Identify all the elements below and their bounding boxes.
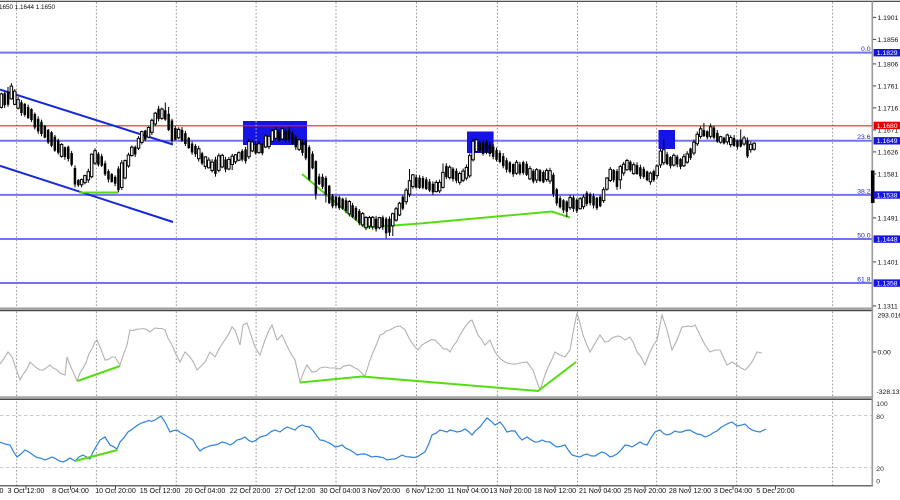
svg-text:3 Nov 20:00: 3 Nov 20:00 <box>362 487 400 495</box>
svg-text:28 Nov 12:00: 28 Nov 12:00 <box>669 487 711 495</box>
svg-text:0: 0 <box>876 479 880 486</box>
svg-text:1.1581: 1.1581 <box>878 171 899 178</box>
svg-text:100: 100 <box>876 401 888 408</box>
svg-text:27 Oct 12:00: 27 Oct 12:00 <box>275 487 316 495</box>
svg-text:1.1829: 1.1829 <box>877 50 898 57</box>
svg-text:1.1401: 1.1401 <box>878 259 899 266</box>
svg-text:1.1716: 1.1716 <box>878 105 899 112</box>
svg-text:13 Nov 20:00: 13 Nov 20:00 <box>489 487 531 495</box>
svg-text:80: 80 <box>876 414 884 421</box>
svg-text:1.1358: 1.1358 <box>877 281 898 288</box>
svg-text:1.1538: 1.1538 <box>877 192 898 199</box>
svg-text:18 Nov 12:00: 18 Nov 12:00 <box>534 487 576 495</box>
svg-text:1.1448: 1.1448 <box>877 237 898 244</box>
svg-text:38.2: 38.2 <box>857 188 870 195</box>
svg-text:23.6: 23.6 <box>857 134 870 141</box>
svg-text:0: 0 <box>0 487 4 495</box>
svg-text:1650 1.1644 1.1650: 1650 1.1644 1.1650 <box>0 4 56 11</box>
svg-text:1.1491: 1.1491 <box>878 215 899 222</box>
svg-text:1.1649: 1.1649 <box>877 138 898 145</box>
svg-text:1.1671: 1.1671 <box>878 127 899 134</box>
svg-text:0.0: 0.0 <box>861 46 871 53</box>
svg-text:1.1680: 1.1680 <box>877 123 898 130</box>
svg-text:22 Oct 20:00: 22 Oct 20:00 <box>230 487 271 495</box>
svg-text:1.1901: 1.1901 <box>878 15 899 22</box>
svg-text:20: 20 <box>876 466 884 473</box>
svg-text:8 Oct 04:00: 8 Oct 04:00 <box>52 487 89 495</box>
svg-text:1.1761: 1.1761 <box>878 83 899 90</box>
svg-text:11 Nov 04:00: 11 Nov 04:00 <box>447 487 489 495</box>
svg-text:1.1626: 1.1626 <box>878 149 899 156</box>
svg-text:0.00: 0.00 <box>878 349 891 356</box>
svg-text:1.1806: 1.1806 <box>878 61 899 68</box>
svg-text:-328.1318: -328.1318 <box>877 389 900 396</box>
svg-text:61.8: 61.8 <box>857 277 870 284</box>
svg-text:30 Oct 04:00: 30 Oct 04:00 <box>320 487 361 495</box>
svg-text:15 Oct 12:00: 15 Oct 12:00 <box>140 487 181 495</box>
svg-text:1.1856: 1.1856 <box>878 37 899 44</box>
svg-text:6 Nov 12:00: 6 Nov 12:00 <box>406 487 444 495</box>
svg-text:10 Oct 20:00: 10 Oct 20:00 <box>95 487 136 495</box>
svg-text:25 Nov 20:00: 25 Nov 20:00 <box>624 487 666 495</box>
svg-text:3 Oct 12:00: 3 Oct 12:00 <box>8 487 45 495</box>
svg-text:21 Nov 04:00: 21 Nov 04:00 <box>579 487 621 495</box>
svg-text:20 Oct 04:00: 20 Oct 04:00 <box>185 487 226 495</box>
svg-text:1.1311: 1.1311 <box>878 303 899 310</box>
svg-text:3 Dec 04:00: 3 Dec 04:00 <box>714 487 752 495</box>
svg-text:50.0: 50.0 <box>857 233 870 240</box>
svg-text:293.0166: 293.0166 <box>878 312 900 319</box>
svg-text:5 Dec 20:00: 5 Dec 20:00 <box>756 487 794 495</box>
